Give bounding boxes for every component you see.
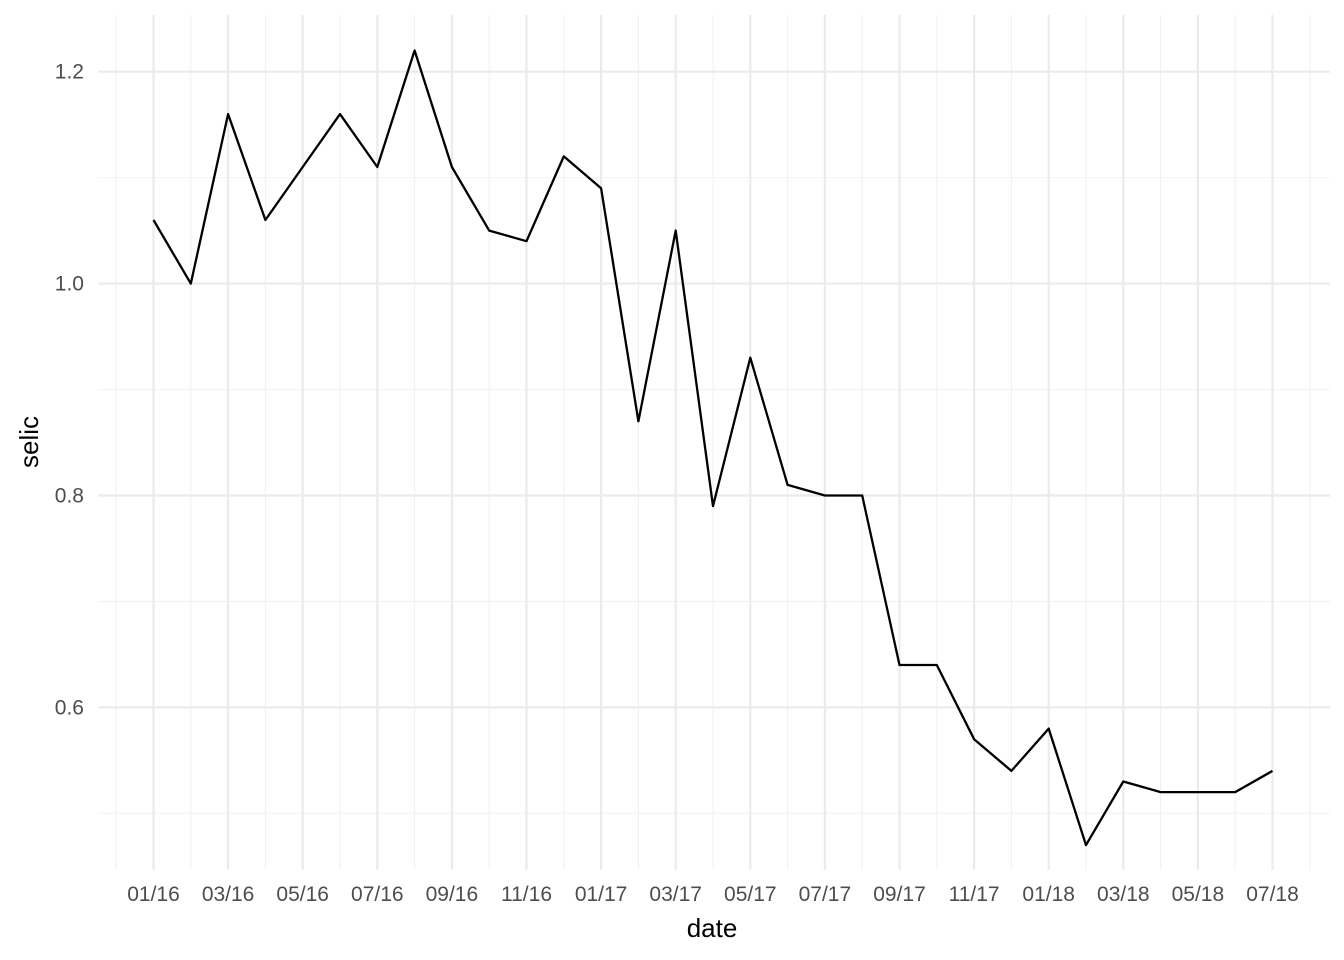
- x-tick-label: 01/18: [1022, 883, 1075, 906]
- y-tick-label: 1.0: [55, 273, 84, 296]
- y-tick-label: 0.8: [55, 484, 84, 507]
- y-tick-label: 0.6: [55, 696, 84, 719]
- y-axis-title: selic: [14, 416, 44, 468]
- x-tick-label: 03/17: [649, 883, 702, 906]
- x-tick-label: 05/17: [724, 883, 777, 906]
- x-axis-title: date: [687, 913, 738, 943]
- x-tick-label: 03/16: [202, 883, 255, 906]
- y-tick-label: 1.2: [55, 61, 84, 84]
- x-tick-label: 05/18: [1172, 883, 1225, 906]
- x-tick-label: 07/18: [1246, 883, 1299, 906]
- x-tick-label: 09/17: [873, 883, 926, 906]
- major-gridlines: [98, 15, 1330, 870]
- x-tick-label: 09/16: [426, 883, 479, 906]
- x-axis-tick-labels: 01/16 03/16 05/16 07/16 09/16 11/16 01/17 03/17…: [127, 883, 1299, 906]
- x-tick-label: 07/16: [351, 883, 404, 906]
- x-tick-label: 01/16: [127, 883, 180, 906]
- x-tick-label: 11/17: [949, 883, 1000, 906]
- x-tick-label: 03/18: [1097, 883, 1150, 906]
- x-tick-label: 01/17: [575, 883, 628, 906]
- x-tick-label: 05/16: [276, 883, 329, 906]
- x-tick-label: 11/16: [501, 883, 552, 906]
- selic-series-line: [152, 49, 1274, 847]
- y-axis-tick-labels: 0.6 0.8 1.0 1.2: [55, 61, 84, 720]
- x-tick-label: 07/17: [799, 883, 852, 906]
- minor-gridlines: [98, 15, 1330, 870]
